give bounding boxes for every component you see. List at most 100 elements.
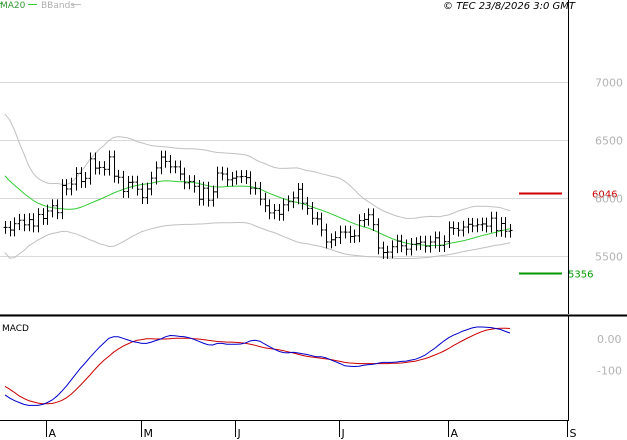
price-bar <box>348 225 353 243</box>
bollinger-lower-band <box>4 222 511 259</box>
price-bar <box>17 213 22 231</box>
price-bar <box>45 204 50 225</box>
month-label: J <box>341 427 345 440</box>
price-bar <box>187 175 192 190</box>
price-bar <box>197 179 202 206</box>
chart-legend: MA20 BBands © TEC 23/8/2026 3:0 GMT <box>0 1 576 12</box>
price-bar <box>248 171 253 195</box>
price-bar <box>447 221 452 249</box>
price-bar <box>201 181 206 206</box>
price-bar <box>466 217 471 234</box>
price-bar <box>499 217 504 237</box>
price-bar <box>50 199 55 218</box>
month-label: J <box>237 427 241 440</box>
price-bar <box>178 160 183 181</box>
price-tick-label: 5500 <box>595 251 623 264</box>
price-bar <box>352 229 357 243</box>
month-label: A <box>451 427 459 440</box>
price-bar <box>36 208 41 233</box>
price-bar <box>333 231 338 247</box>
price-bar <box>88 152 93 185</box>
price-bar <box>272 204 277 220</box>
price-bar <box>41 208 46 225</box>
price-bar <box>107 150 112 176</box>
price-bar <box>31 213 36 233</box>
price-bar <box>225 167 230 187</box>
price-bar <box>376 218 381 255</box>
price-bar <box>277 204 282 221</box>
price-bars <box>3 150 513 259</box>
bollinger-bands <box>4 113 511 259</box>
price-bar <box>418 235 423 250</box>
price-bar <box>83 171 88 188</box>
price-bar <box>12 217 17 237</box>
month-label: S <box>570 427 577 440</box>
price-bar <box>404 239 409 256</box>
price-bar <box>338 225 343 244</box>
price-bar <box>8 221 13 237</box>
price-bar <box>116 169 121 184</box>
price-bar <box>456 222 461 237</box>
price-bar <box>475 218 480 233</box>
price-bar <box>234 170 239 185</box>
price-bar <box>451 221 456 235</box>
month-label: M <box>144 427 154 440</box>
price-bar <box>371 208 376 231</box>
price-bar <box>362 213 367 227</box>
price-bar <box>300 182 305 210</box>
price-bar <box>69 177 74 196</box>
price-axis-ticks: 7000 6500 6000 5500 <box>595 77 623 264</box>
price-bar <box>211 185 216 207</box>
price-bar <box>27 213 32 232</box>
price-bar <box>126 176 131 198</box>
price-bar <box>315 211 320 226</box>
price-bar <box>220 166 225 181</box>
price-bar <box>163 150 168 168</box>
price-bar <box>145 182 150 205</box>
price-bar <box>414 237 419 251</box>
price-bar <box>3 221 8 234</box>
macd-signal-line <box>4 327 511 405</box>
macd-tick-label: -100 <box>597 365 622 378</box>
price-bar <box>130 175 135 189</box>
price-bar <box>423 235 428 253</box>
price-bar <box>291 191 296 209</box>
price-bar <box>484 217 489 233</box>
price-bar <box>239 170 244 184</box>
price-bar <box>64 179 69 196</box>
price-bar <box>296 182 301 205</box>
price-bar <box>182 167 187 190</box>
price-bar <box>480 217 485 232</box>
legend-bbands: BBands <box>41 1 75 11</box>
price-bar <box>258 182 263 206</box>
price-bar <box>442 235 447 252</box>
price-bar <box>381 241 386 259</box>
price-bar <box>253 181 258 195</box>
price-bar <box>399 234 404 253</box>
price-bar <box>112 150 117 183</box>
price-bar <box>22 213 27 232</box>
price-bar <box>102 161 107 176</box>
price-bar <box>159 150 164 175</box>
price-bar <box>319 212 324 237</box>
price-bar <box>215 166 220 199</box>
price-tick-label: 6000 <box>595 193 623 206</box>
price-bar <box>149 171 154 196</box>
price-bar <box>93 152 98 175</box>
price-bar <box>206 181 211 207</box>
macd-title: MACD <box>2 324 29 334</box>
price-bar <box>281 198 286 221</box>
price-levels: 6046 5356 <box>519 190 617 281</box>
price-bar <box>79 167 84 188</box>
price-bar <box>324 223 329 249</box>
legend-ma20: MA20 <box>0 1 26 11</box>
price-bar <box>385 245 390 259</box>
price-bar <box>154 161 159 185</box>
price-bar <box>135 175 140 196</box>
price-bar <box>168 155 173 174</box>
price-bar <box>357 214 362 243</box>
price-bar <box>244 170 249 184</box>
price-bar <box>343 225 348 239</box>
